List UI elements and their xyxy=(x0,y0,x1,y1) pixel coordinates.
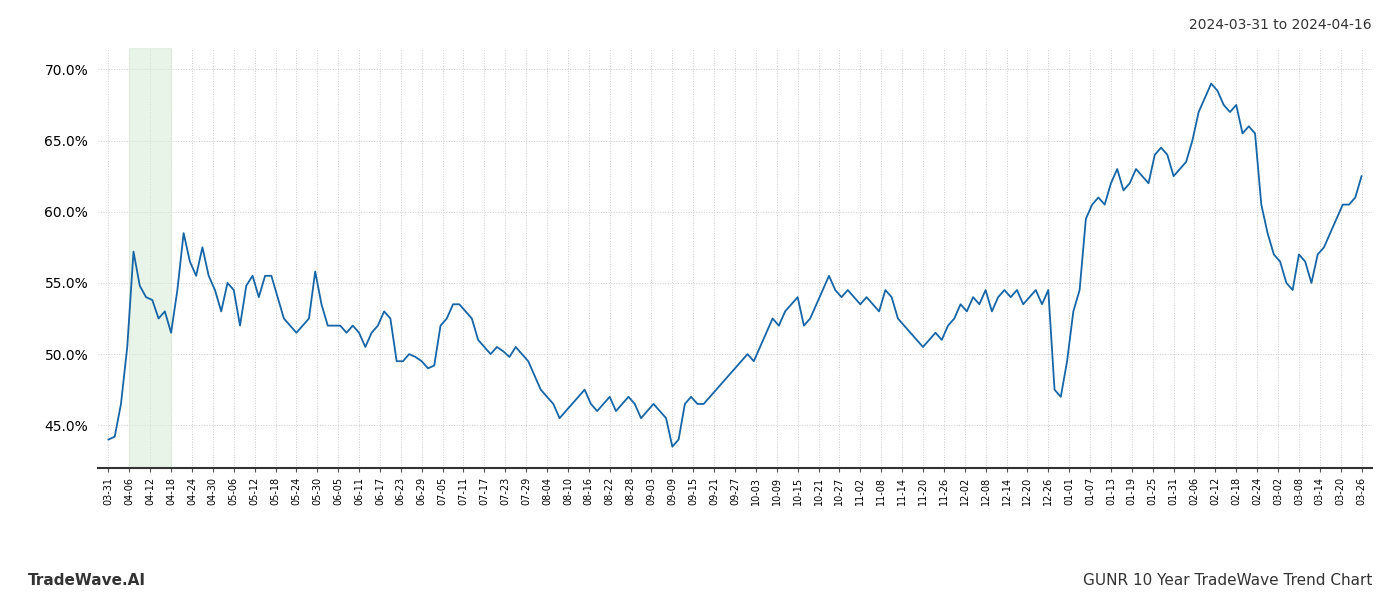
Text: GUNR 10 Year TradeWave Trend Chart: GUNR 10 Year TradeWave Trend Chart xyxy=(1082,573,1372,588)
Bar xyxy=(129,48,171,468)
Text: 2024-03-31 to 2024-04-16: 2024-03-31 to 2024-04-16 xyxy=(1190,18,1372,32)
Text: TradeWave.AI: TradeWave.AI xyxy=(28,573,146,588)
